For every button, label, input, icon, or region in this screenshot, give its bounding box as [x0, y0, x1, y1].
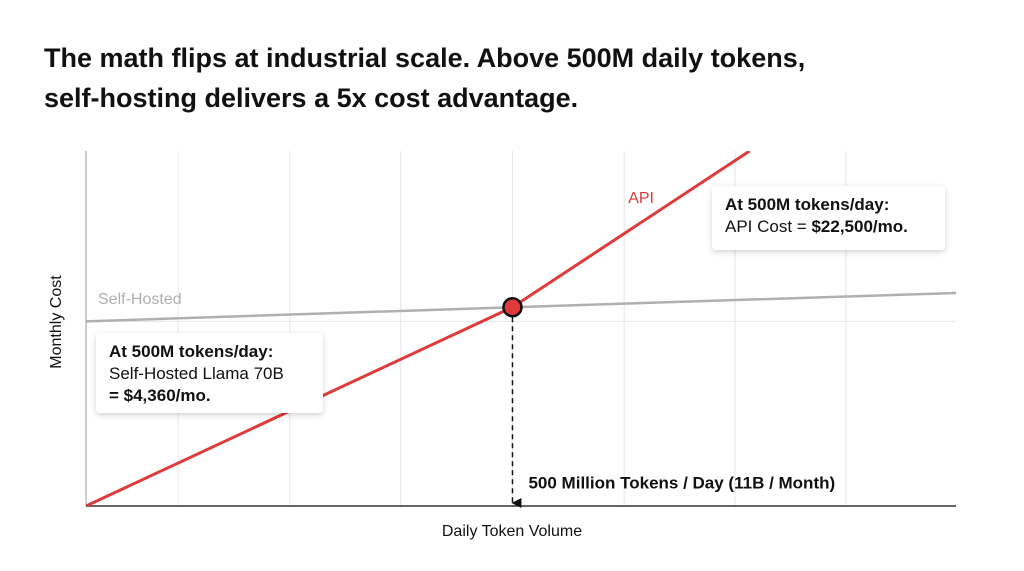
crossover-point: [502, 296, 523, 318]
callout-line: At 500M tokens/day:: [725, 195, 889, 214]
title-line: The math flips at industrial scale. Abov…: [44, 43, 805, 73]
callout-text: API Cost =: [725, 217, 811, 236]
callout-line: = $4,360/mo.: [109, 386, 211, 405]
callout-text: At 500M tokens/day:: [725, 195, 889, 214]
callout-text: At 500M tokens/day:: [109, 342, 273, 361]
callout-box: [96, 333, 323, 413]
series-label: API: [628, 190, 654, 207]
y-axis-label: Monthly Cost: [48, 275, 65, 369]
title-line: self-hosting delivers a 5x cost advantag…: [44, 83, 578, 113]
callout-text: Self-Hosted Llama 70B: [109, 364, 284, 383]
callout-line: API Cost = $22,500/mo.: [725, 217, 908, 236]
crossover-label: 500 Million Tokens / Day (11B / Month): [528, 473, 835, 492]
x-axis-label: Daily Token Volume: [442, 523, 582, 540]
callout-line: At 500M tokens/day:: [109, 342, 273, 361]
plot: API Self-Hosted 500 Million Tokens / Day (…: [86, 151, 956, 508]
callout-text: $22,500/mo.: [811, 217, 907, 236]
callout-text: = $4,360/mo.: [109, 386, 211, 405]
callout-line: Self-Hosted Llama 70B: [109, 364, 284, 383]
callout-box: [712, 186, 945, 250]
series-label: Self-Hosted: [98, 291, 182, 308]
